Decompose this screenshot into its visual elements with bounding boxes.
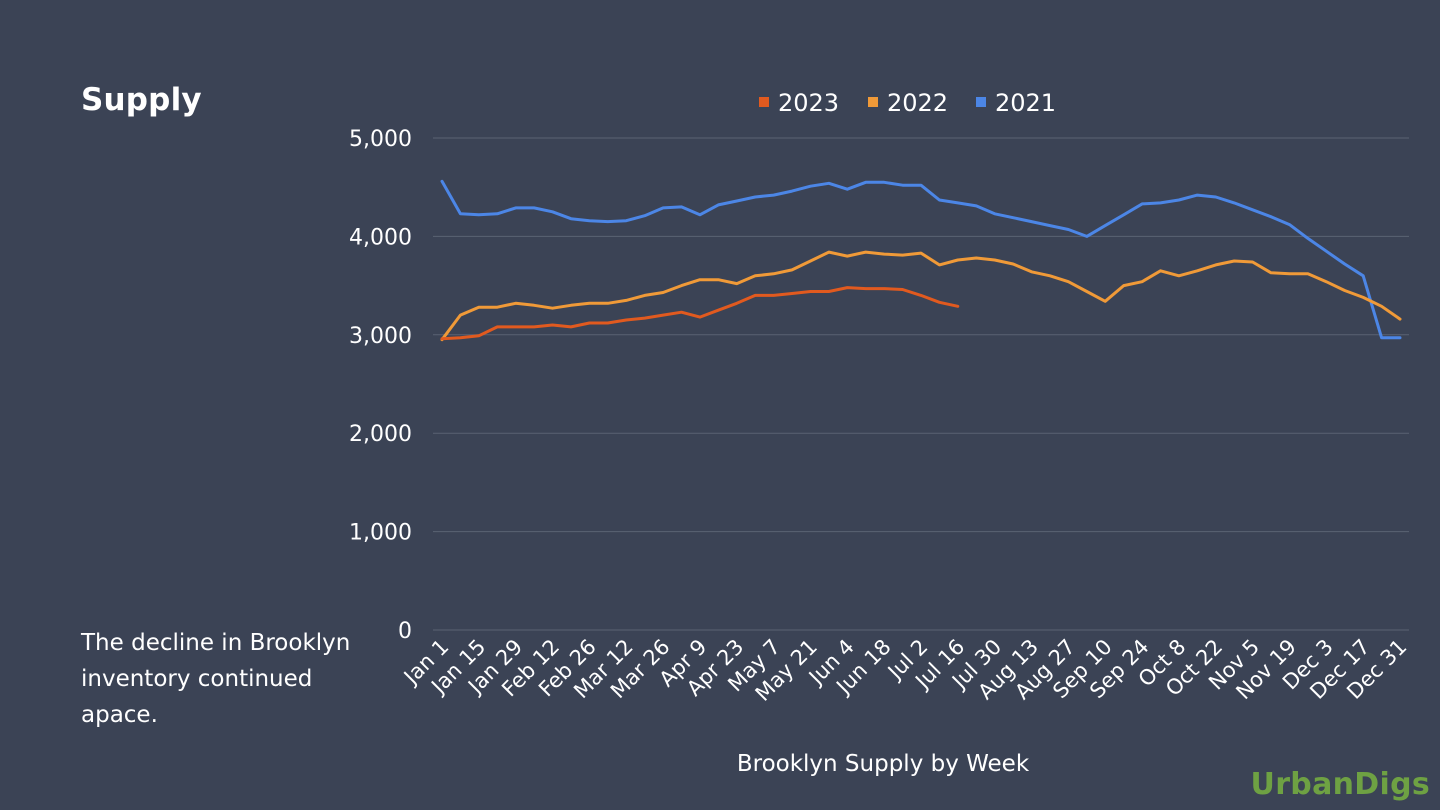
brand-logo: UrbanDigs (1250, 767, 1430, 802)
y-tick-label: 1,000 (349, 521, 412, 546)
series-line-2023 (440, 286, 960, 341)
y-axis-ticks: 0 1,000 2,000 3,000 4,000 5,000 (349, 127, 412, 644)
legend-swatch-2021 (976, 97, 986, 107)
x-axis-label: Brooklyn Supply by Week (737, 751, 1030, 777)
legend-label-2023: 2023 (778, 89, 839, 117)
series-line-2022 (440, 250, 1402, 342)
legend-label-2021: 2021 (995, 89, 1056, 117)
legend-swatch-2023 (759, 97, 769, 107)
y-tick-label: 3,000 (349, 324, 412, 349)
slide-title: Supply (81, 82, 202, 118)
caption-text: The decline in Brooklyn inventory contin… (81, 630, 351, 728)
y-tick-label: 2,000 (349, 422, 412, 447)
y-tick-label: 0 (398, 619, 412, 644)
legend-swatch-2022 (868, 97, 878, 107)
y-tick-label: 5,000 (349, 127, 412, 152)
legend-label-2022: 2022 (887, 89, 948, 117)
series-lines (440, 179, 1402, 342)
y-tick-label: 4,000 (349, 225, 412, 250)
legend: 2023 2022 2021 (759, 89, 1056, 117)
series-line-2021 (440, 179, 1402, 340)
grid-lines (433, 137, 1409, 631)
